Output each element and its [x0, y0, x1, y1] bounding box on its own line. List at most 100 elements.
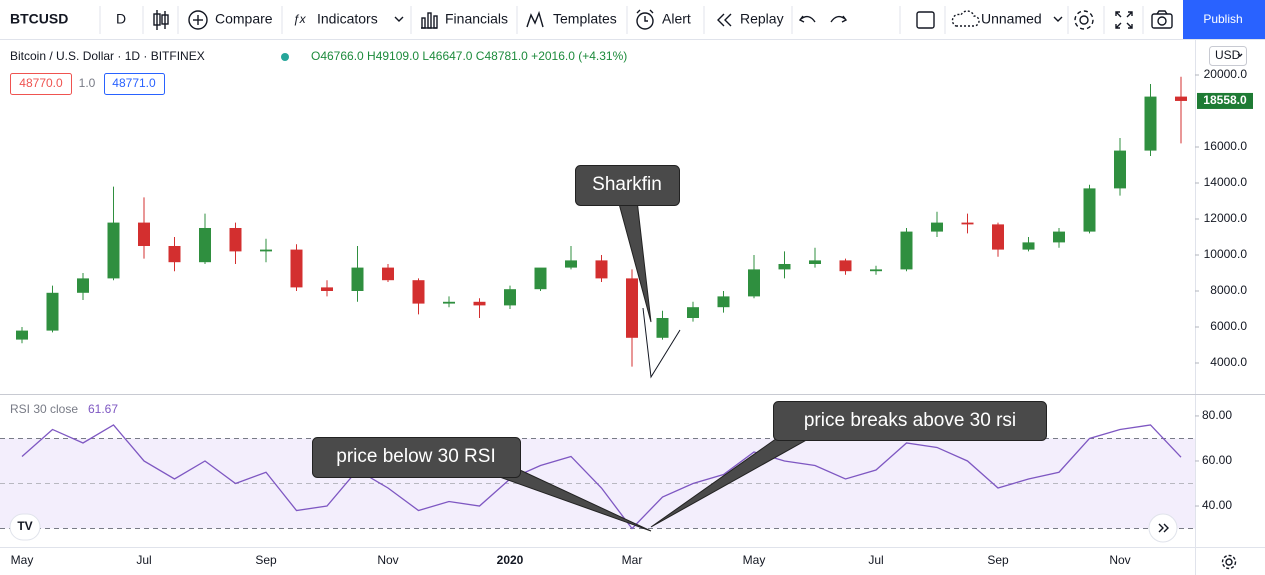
- x-tick-label: 2020: [497, 553, 524, 567]
- dropdown-icon[interactable]: [1237, 53, 1243, 57]
- snapshot-icon[interactable]: [1151, 10, 1173, 29]
- ask-box[interactable]: [104, 73, 165, 95]
- toolbar: BTCUSD D Compare ƒx Indicators Financial…: [0, 0, 1265, 40]
- bid-box[interactable]: [10, 73, 72, 95]
- candle-body: [77, 278, 89, 293]
- x-tick-label: Jul: [868, 553, 883, 567]
- x-tick-label: Mar: [622, 553, 643, 567]
- last-price-tag: [1197, 92, 1253, 109]
- candle-body: [1022, 242, 1035, 250]
- x-tick-label: May: [743, 553, 766, 567]
- candle-body: [412, 280, 425, 304]
- candle-body: [778, 263, 791, 270]
- candle-body: [565, 260, 577, 268]
- candle-body: [473, 301, 486, 306]
- x-tick-label: Sep: [987, 553, 1009, 567]
- spread: 1.0: [79, 76, 96, 90]
- indicators-button[interactable]: Indicators: [317, 11, 378, 27]
- replay-button[interactable]: Replay: [740, 11, 784, 27]
- candle-body: [1114, 150, 1126, 189]
- candle-body: [809, 260, 821, 264]
- settings-icon[interactable]: [1074, 10, 1094, 30]
- rsi-line: [21, 424, 1182, 530]
- y-tick-label: 6000.0: [1210, 319, 1247, 333]
- logo[interactable]: [9, 513, 41, 541]
- templates-button[interactable]: Templates: [553, 11, 617, 27]
- candle-body: [687, 307, 699, 318]
- financials-icon[interactable]: [421, 12, 438, 29]
- alert-button[interactable]: Alert: [662, 11, 691, 27]
- candle-body: [229, 227, 242, 252]
- y-tick-label: 14000.0: [1204, 175, 1248, 189]
- callout-box: [575, 165, 680, 206]
- candle-body: [138, 222, 150, 246]
- candle-body: [321, 287, 333, 291]
- x-tick-label: Sep: [255, 553, 277, 567]
- templates-icon[interactable]: [526, 10, 544, 28]
- chart-type-icon[interactable]: [153, 10, 169, 30]
- symbol[interactable]: BTCUSD: [10, 11, 68, 27]
- dropdown-icon[interactable]: [394, 16, 404, 22]
- callout-text: Sharkfin: [592, 174, 662, 195]
- candle-body: [870, 269, 882, 272]
- publish-button[interactable]: Publish: [1203, 12, 1242, 26]
- candle-body: [46, 292, 59, 331]
- financials-button[interactable]: Financials: [445, 11, 508, 27]
- ask-price[interactable]: 48771.0: [112, 76, 156, 90]
- candle-body: [900, 231, 913, 270]
- dropdown-icon[interactable]: [1053, 16, 1063, 22]
- candle-body: [595, 260, 608, 279]
- bid-price[interactable]: 48770.0: [19, 76, 63, 90]
- callout-text: price breaks above 30 rsi: [804, 410, 1016, 431]
- compare-icon[interactable]: [188, 10, 208, 30]
- y-tick-label: 4000.0: [1210, 355, 1247, 369]
- candle-body: [1175, 96, 1187, 101]
- candle-body: [748, 269, 760, 297]
- layout-name[interactable]: Unnamed: [981, 11, 1042, 27]
- candle-body: [16, 330, 28, 340]
- publish-button-bg[interactable]: [1183, 0, 1265, 39]
- currency-box[interactable]: [1209, 46, 1247, 66]
- candle-body: [1144, 96, 1157, 151]
- interval[interactable]: D: [116, 11, 126, 27]
- candle-body: [504, 289, 516, 306]
- candle-body: [107, 222, 120, 279]
- callout-box: [773, 401, 1047, 441]
- x-tick-label: Nov: [1109, 553, 1130, 567]
- candle-body: [351, 267, 364, 291]
- candle-body: [168, 245, 181, 263]
- candle-body: [626, 278, 638, 338]
- candle-body: [382, 267, 394, 281]
- currency[interactable]: USD: [1215, 48, 1241, 62]
- candle-body: [290, 249, 303, 288]
- candle-body: [961, 222, 974, 225]
- chart-title: Bitcoin / U.S. Dollar · 1D · BITFINEX: [10, 49, 205, 63]
- logo-mark[interactable]: TV: [17, 519, 32, 533]
- x-tick-label: Nov: [377, 553, 398, 567]
- y-tick-label: 10000.0: [1204, 247, 1248, 261]
- ohlc-values: O46766.0 H49109.0 L46647.0 C48781.0 +201…: [311, 49, 627, 63]
- compare-button[interactable]: Compare: [215, 11, 273, 27]
- layout-icon[interactable]: [916, 11, 935, 29]
- candle-body: [839, 260, 852, 272]
- y-tick-label: 60.00: [1202, 453, 1232, 467]
- axis-settings-icon[interactable]: [1221, 554, 1237, 570]
- fullscreen-icon[interactable]: [1115, 11, 1133, 29]
- alert-icon[interactable]: [636, 9, 654, 30]
- scroll-icon[interactable]: [1158, 523, 1169, 533]
- replay-icon[interactable]: [717, 13, 732, 27]
- last-price-label: 18558.0: [1203, 93, 1247, 107]
- rsi-last-value: 61.67: [88, 402, 118, 416]
- candle-body: [443, 301, 455, 304]
- candle-body: [1053, 231, 1065, 243]
- cloud-icon[interactable]: [951, 10, 980, 27]
- y-tick-label: 16000.0: [1204, 139, 1248, 153]
- rsi-title: RSI 30 close: [10, 402, 78, 416]
- x-tick-label: Jul: [136, 553, 151, 567]
- indicators-icon[interactable]: ƒx: [293, 12, 307, 26]
- redo-icon[interactable]: [830, 15, 848, 23]
- undo-icon[interactable]: [798, 15, 816, 23]
- market-status: [281, 53, 289, 61]
- candle-body: [992, 224, 1004, 250]
